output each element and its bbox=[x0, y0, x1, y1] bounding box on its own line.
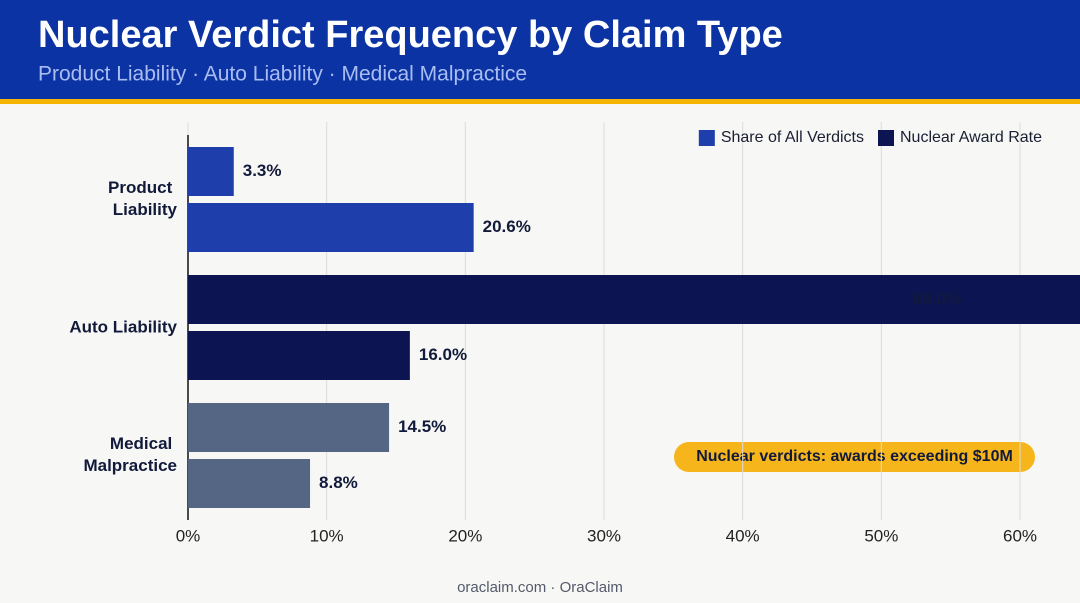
value-label: 8.8% bbox=[319, 473, 358, 492]
y-tick-label: Medical Malpractice bbox=[83, 434, 177, 475]
legend-swatch bbox=[698, 130, 715, 146]
bar bbox=[188, 331, 410, 380]
bar bbox=[188, 203, 474, 252]
header-band bbox=[0, 0, 1080, 99]
x-tick-label: 50% bbox=[864, 526, 898, 545]
value-label: 69.0% bbox=[913, 289, 961, 308]
annotation-pill bbox=[674, 442, 1035, 472]
x-tick-label: 20% bbox=[448, 526, 482, 545]
value-label: 20.6% bbox=[483, 217, 531, 236]
y-tick-label: Product Liability bbox=[108, 178, 177, 219]
value-label: 3.3% bbox=[243, 161, 282, 180]
plot: 0% 10% 20% 30% 40% 50% 60% Product Liability 3.3… bbox=[69, 122, 1080, 545]
y-tick-label: Auto Liability bbox=[69, 317, 177, 336]
bar bbox=[188, 147, 234, 196]
x-tick-label: 60% bbox=[1003, 526, 1037, 545]
bar bbox=[188, 459, 311, 508]
x-tick-label: 40% bbox=[726, 526, 760, 545]
legend-label: Share of All Verdicts bbox=[721, 129, 864, 146]
bar bbox=[188, 275, 1080, 324]
bar bbox=[188, 403, 390, 452]
x-tick-label: 0% bbox=[176, 526, 201, 545]
footer: oraclaim.com · OraClaim bbox=[457, 579, 623, 596]
annotation: Nuclear verdicts: awards exceeding $10M bbox=[696, 448, 1013, 465]
value-label: 14.5% bbox=[398, 417, 446, 436]
bars bbox=[188, 147, 1080, 508]
chart-title: Nuclear Verdict Frequency by Claim Type bbox=[38, 14, 783, 56]
x-tick-label: 10% bbox=[310, 526, 344, 545]
header-accent bbox=[0, 99, 1080, 104]
value-label: 16.0% bbox=[419, 345, 467, 364]
x-tick-label: 30% bbox=[587, 526, 621, 545]
chart-subtitle: Product Liability · Auto Liability · Med… bbox=[38, 63, 527, 86]
legend-label: Nuclear Award Rate bbox=[900, 129, 1042, 146]
legend-swatch bbox=[878, 130, 894, 146]
